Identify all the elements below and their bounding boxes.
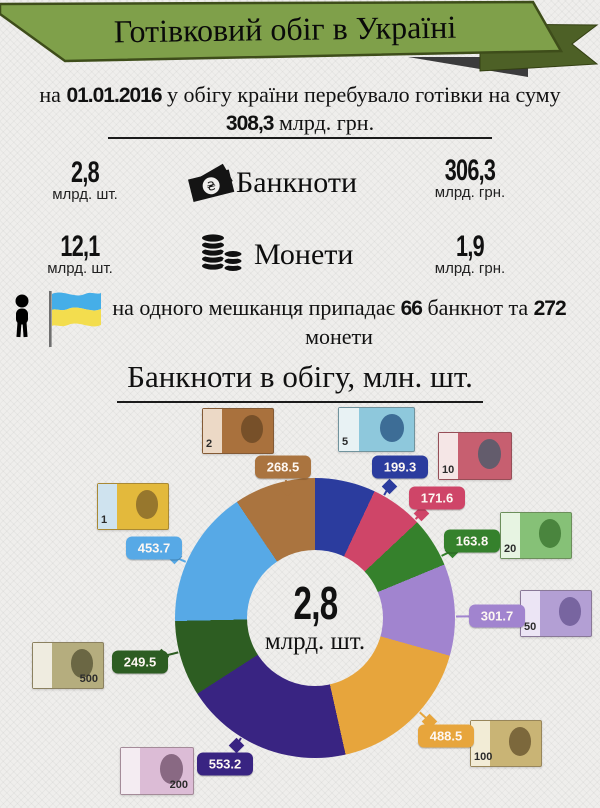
banknote-denomination: 10: [442, 464, 455, 476]
banknote-denomination: 5: [342, 436, 349, 448]
banknotes-count: 2,8: [71, 156, 100, 189]
banknote-strip: [339, 408, 360, 451]
banknote-image-500: 500: [32, 642, 104, 689]
banknote-strip: [203, 409, 222, 453]
svg-text:₴: ₴: [205, 178, 217, 194]
per-capita-part3: монети: [305, 324, 373, 349]
banknotes-value: 306,3: [444, 154, 496, 187]
banknote-portrait: [477, 439, 501, 469]
banknote-portrait: [558, 597, 582, 627]
slice-label-100: 488.5: [418, 724, 474, 748]
header-ribbon: Готівковий обіг в Україні: [0, 0, 600, 87]
banknote-denomination: 200: [169, 779, 188, 791]
banknote-portrait: [135, 490, 159, 520]
intro-divider: [108, 137, 492, 139]
banknote-strip: [98, 484, 117, 529]
slice-label-tail-5: [381, 478, 397, 494]
slice-label-5: 199.3: [372, 455, 428, 479]
slice-label-500: 249.5: [112, 650, 168, 674]
slice-label-20: 163.8: [444, 529, 500, 553]
donut-center: 2,8 млрд. шт.: [247, 550, 383, 686]
banknote-strip: [521, 591, 540, 636]
banknotes-value-unit: млрд. грн.: [434, 184, 506, 201]
banknote-denomination: 50: [524, 621, 537, 633]
banknote-denomination: 500: [79, 673, 98, 685]
donut-center-value: 2,8: [293, 577, 338, 629]
coins-value: 1,9: [456, 230, 485, 263]
banknote-image-10: 10: [438, 432, 512, 480]
banknotes-icon: ₴: [187, 163, 235, 202]
banknote-image-1: 1: [97, 483, 169, 530]
banknote-portrait: [240, 415, 264, 444]
intro-prefix: на: [39, 82, 67, 107]
per-capita-banknotes-num: 66: [400, 297, 423, 320]
per-capita-text: на одного мешканця припадає 66 банкнот т…: [92, 294, 586, 351]
banknote-denomination: 20: [504, 543, 517, 555]
ribbon-banner-shape: [0, 0, 599, 77]
page-title: Готівковий обіг в Україні: [113, 8, 457, 50]
banknote-strip: [439, 433, 459, 479]
banknote-image-20: 20: [500, 512, 572, 559]
banknote-strip: [33, 643, 52, 688]
banknote-image-50: 50: [520, 590, 592, 637]
coins-label: Монети: [254, 238, 354, 271]
intro-text: на 01.01.2016 у обігу країни перебувало …: [0, 81, 600, 137]
per-capita-part2: банкнот та: [421, 295, 534, 320]
date-value: 01.01.2016: [66, 84, 162, 107]
banknote-portrait: [538, 519, 562, 549]
person-with-flag-icon: [15, 291, 101, 347]
coins-value-unit: млрд. грн.: [434, 260, 506, 277]
coins-count-unit: млрд. шт.: [47, 260, 113, 277]
slice-label-tail-200: [228, 737, 245, 754]
banknote-denomination: 2: [206, 438, 213, 450]
banknote-denomination: 1: [101, 514, 108, 526]
slice-label-2: 268.5: [255, 455, 311, 479]
banknote-image-100: 100: [470, 720, 542, 767]
total-amount-unit: млрд. грн.: [273, 110, 375, 135]
banknotes-label: Банкноти: [236, 166, 357, 199]
banknote-portrait: [70, 649, 94, 679]
slice-label-10: 171.6: [409, 486, 465, 510]
banknote-portrait: [508, 727, 532, 757]
banknote-image-200: 200: [120, 747, 194, 795]
per-capita-part1: на одного мешканця припадає: [112, 295, 401, 320]
chart-section-title: Банкноти в обігу, млн. шт.: [0, 359, 600, 403]
banknote-image-2: 2: [202, 408, 274, 454]
banknote-image-5: 5: [338, 407, 415, 452]
banknote-strip: [121, 748, 141, 794]
intro-rest: у обігу країни перебувало готівки на сум…: [161, 82, 561, 107]
slice-label-200: 553.2: [197, 752, 253, 776]
banknote-portrait: [159, 754, 183, 784]
banknotes-count-unit: млрд. шт.: [52, 186, 118, 203]
coin-stack-icon: [200, 232, 244, 273]
slice-label-1: 453.7: [126, 536, 182, 560]
total-amount: 308,3: [225, 112, 275, 135]
banknote-strip: [471, 721, 490, 766]
banknote-strip: [501, 513, 520, 558]
slice-label-50: 301.7: [469, 604, 525, 628]
banknote-portrait: [379, 414, 404, 442]
donut-center-unit: млрд. шт.: [264, 628, 366, 655]
per-capita-coins-num: 272: [533, 297, 567, 320]
banknote-denomination: 100: [474, 751, 493, 763]
coins-count: 12,1: [60, 230, 100, 263]
